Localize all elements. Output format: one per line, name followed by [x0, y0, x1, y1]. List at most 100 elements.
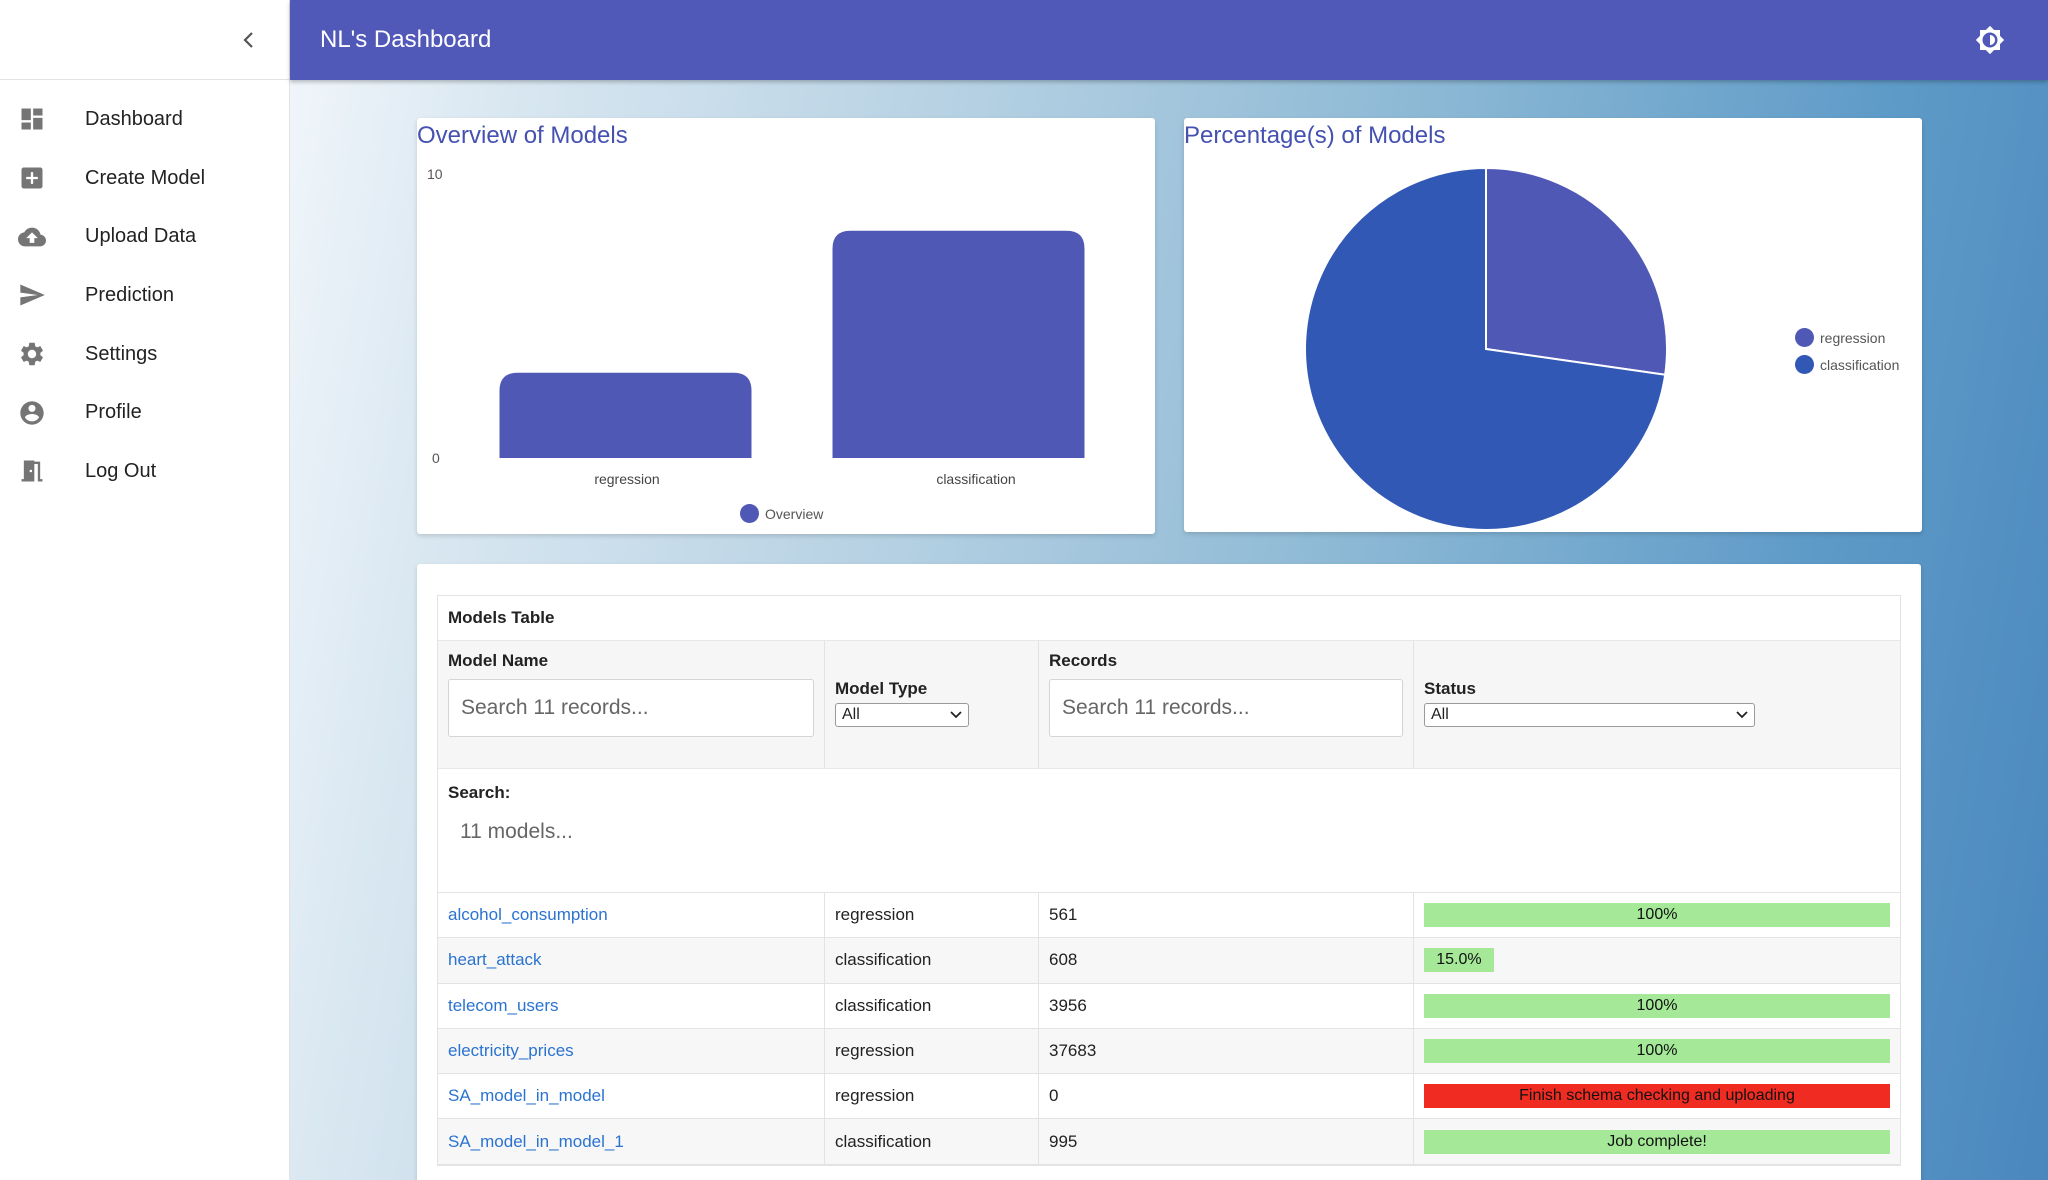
global-search-input[interactable]: [438, 807, 1038, 857]
legend-label: regression: [1820, 329, 1886, 346]
status-progress-fill: 100%: [1424, 903, 1890, 928]
select-value: All: [1431, 706, 1449, 723]
sidebar-item-label: Settings: [85, 342, 158, 365]
model-name-cell: alcohol_consumption: [438, 893, 825, 938]
table-caption: Models Table: [438, 596, 1900, 641]
chevron-left-icon: [243, 32, 253, 48]
sidebar-item-label: Profile: [85, 401, 142, 424]
records-cell: 561: [1039, 893, 1414, 938]
legend-swatch: [1795, 328, 1814, 347]
status-progress-fill: 15.0%: [1424, 948, 1494, 973]
model-name-link[interactable]: alcohol_consumption: [448, 905, 608, 925]
bar-chart: 10 0 regression classification: [427, 166, 1085, 487]
status-filter: Status All: [1424, 679, 1755, 727]
model-type-cell: regression: [825, 893, 1039, 938]
pie-chart-legend: regression classification: [1795, 324, 1899, 378]
model-name-link[interactable]: telecom_users: [448, 995, 559, 1015]
dashboard-icon: [16, 103, 48, 135]
status-progress-fill: Finish schema checking and uploading: [1424, 1084, 1890, 1109]
model-name-cell: SA_model_in_model_1: [438, 1119, 825, 1164]
sidebar-item-prediction[interactable]: Prediction: [0, 266, 289, 325]
model-name-cell: heart_attack: [438, 938, 825, 983]
status-select[interactable]: All: [1424, 703, 1755, 727]
table-row: electricity_prices regression 37683 100%: [438, 1028, 1900, 1075]
sidebar-item-profile[interactable]: Profile: [0, 383, 289, 442]
status-progress-bar: 15.0%: [1424, 948, 1890, 973]
status-cell: 15.0%: [1414, 938, 1900, 982]
pie-slice-regression[interactable]: [1485, 166, 1668, 376]
models-table: Models Table Model Name Model Type All: [437, 595, 1901, 1166]
exit-door-icon: [16, 455, 48, 487]
model-type-filter: Model Type All: [835, 679, 969, 727]
sidebar-item-upload-data[interactable]: Upload Data: [0, 207, 289, 266]
model-type-cell: classification: [825, 1119, 1039, 1164]
pie-chart: [1304, 166, 1668, 531]
sidebar-item-log-out[interactable]: Log Out: [0, 442, 289, 501]
model-name-cell: SA_model_in_model: [438, 1074, 825, 1119]
status-cell: Finish schema checking and uploading: [1414, 1074, 1900, 1118]
sidebar-item-label: Create Model: [85, 166, 206, 189]
records-cell: 37683: [1039, 1028, 1414, 1074]
sidebar-header: [0, 0, 289, 80]
sidebar-item-dashboard[interactable]: Dashboard: [0, 90, 289, 149]
x-tick-label: classification: [936, 471, 1015, 487]
bar-classification[interactable]: [832, 230, 1085, 458]
sidebar-item-label: Dashboard: [85, 107, 183, 130]
model-name-cell: electricity_prices: [438, 1028, 825, 1074]
model-name-link[interactable]: electricity_prices: [448, 1041, 574, 1061]
x-tick-label: regression: [594, 471, 659, 487]
model-name-cell: telecom_users: [438, 983, 825, 1028]
status-progress-fill: 100%: [1424, 993, 1890, 1018]
chart-title: Percentage(s) of Models: [1184, 122, 1446, 149]
records-search-input[interactable]: [1049, 679, 1403, 737]
account-circle-icon: [16, 397, 48, 429]
sidebar-item-create-model[interactable]: Create Model: [0, 149, 289, 208]
sidebar-item-label: Prediction: [85, 283, 174, 306]
bar-chart-legend[interactable]: Overview: [740, 504, 823, 523]
legend-item-classification[interactable]: classification: [1795, 351, 1899, 378]
percentage-chart-card: Percentage(s) of Models regression class…: [1184, 118, 1922, 532]
legend-item-regression[interactable]: regression: [1795, 324, 1899, 351]
column-header-status[interactable]: Status: [1424, 679, 1476, 698]
y-tick-label: 10: [427, 166, 443, 182]
status-progress-bar: 100%: [1424, 1039, 1890, 1064]
column-header-records[interactable]: Records: [1049, 651, 1118, 670]
main-content: NL's Dashboard Overview of Models 10 0 r…: [290, 0, 2048, 1180]
page-title: NL's Dashboard: [320, 26, 492, 53]
model-name-link[interactable]: heart_attack: [448, 950, 542, 970]
global-search-row: Search:: [438, 769, 1900, 893]
models-table-card: Models Table Model Name Model Type All: [417, 564, 1921, 1180]
column-header-model-name[interactable]: Model Name: [448, 651, 549, 670]
status-progress-fill: Job complete!: [1424, 1129, 1890, 1154]
model-name-search-input[interactable]: [448, 679, 814, 737]
model-type-filter-cell: Model Type All: [825, 641, 1039, 768]
status-cell: 100%: [1414, 893, 1900, 937]
bar-regression[interactable]: [499, 372, 752, 458]
table-row: alcohol_consumption regression 561 100%: [438, 893, 1900, 939]
chart-title: Overview of Models: [417, 122, 628, 149]
cloud-upload-icon: [16, 221, 48, 253]
model-type-cell: classification: [825, 938, 1039, 983]
records-cell: 3956: [1039, 983, 1414, 1028]
sidebar-item-settings[interactable]: Settings: [0, 325, 289, 384]
chevron-down-icon: [1736, 711, 1748, 719]
collapse-sidebar-button[interactable]: [237, 28, 261, 52]
legend-label: classification: [1820, 356, 1900, 373]
overview-chart-card: Overview of Models 10 0 regression class…: [417, 118, 1155, 534]
sidebar-item-label: Log Out: [85, 459, 157, 482]
model-name-link[interactable]: SA_model_in_model_1: [448, 1131, 624, 1151]
records-cell: 608: [1039, 938, 1414, 983]
global-search-label: Search:: [448, 783, 511, 802]
brightness-icon: [1975, 25, 2005, 55]
theme-toggle-button[interactable]: [1974, 24, 2006, 56]
legend-swatch: [1795, 355, 1814, 374]
model-name-link[interactable]: SA_model_in_model: [448, 1086, 605, 1106]
select-value: All: [842, 706, 860, 723]
status-progress-bar: 100%: [1424, 903, 1890, 928]
records-filter-cell: Records: [1039, 641, 1414, 768]
status-progress-fill: 100%: [1424, 1039, 1890, 1064]
column-header-model-type[interactable]: Model Type: [835, 679, 928, 698]
sidebar: Dashboard Create Model Upload Data Predi…: [0, 0, 290, 1180]
model-type-select[interactable]: All: [835, 703, 969, 727]
pie-slice-classification[interactable]: [1304, 166, 1667, 531]
